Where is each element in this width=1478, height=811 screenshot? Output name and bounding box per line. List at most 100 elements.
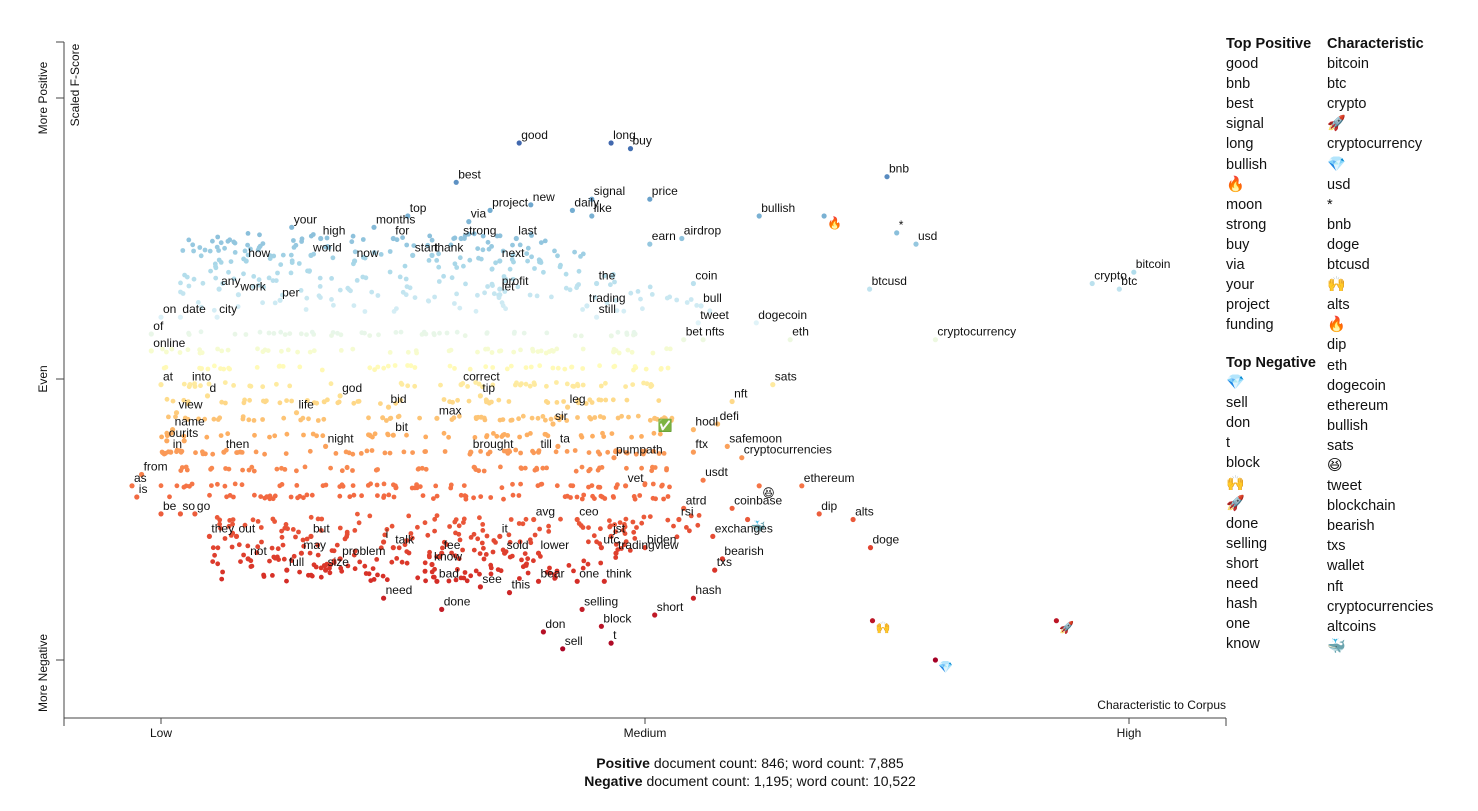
characteristic-item[interactable]: sats (1327, 437, 1354, 454)
term-label[interactable]: trading (589, 291, 626, 305)
term-label[interactable]: long (613, 128, 636, 142)
term-label[interactable]: how (248, 246, 270, 260)
term-label[interactable]: they (211, 521, 234, 535)
term-label[interactable]: last (518, 224, 537, 238)
term-label[interactable]: usd (918, 229, 937, 243)
top-negative-item[interactable]: know (1226, 636, 1260, 653)
term-label[interactable]: for (395, 224, 409, 238)
term-label[interactable]: problem (342, 544, 385, 558)
term-label[interactable]: exchanges (715, 521, 773, 535)
term-label[interactable]: btc (1121, 274, 1137, 288)
characteristic-item[interactable]: dogecoin (1327, 377, 1386, 394)
characteristic-item[interactable]: doge (1327, 236, 1360, 253)
term-label[interactable]: selling (584, 594, 618, 608)
top-positive-item[interactable]: via (1226, 257, 1245, 274)
term-label[interactable]: don (545, 617, 565, 631)
term-label[interactable]: per (282, 285, 299, 299)
top-negative-item[interactable]: selling (1226, 535, 1268, 552)
top-positive-item[interactable]: strong (1226, 216, 1267, 233)
term-label[interactable]: hash (695, 583, 721, 597)
term-label[interactable]: good (521, 128, 548, 142)
characteristic-item[interactable]: btc (1327, 76, 1347, 93)
term-label[interactable]: profit (502, 274, 529, 288)
term-label[interactable]: go (197, 499, 211, 513)
term-label[interactable]: size (328, 555, 350, 569)
term-label[interactable]: nfts (705, 325, 724, 339)
term-label[interactable]: not (250, 544, 267, 558)
term-label[interactable]: dogecoin (758, 308, 807, 322)
characteristic-item[interactable]: usd (1327, 176, 1351, 193)
term-label[interactable]: need (386, 583, 413, 597)
term-label[interactable]: its (186, 426, 198, 440)
top-positive-item[interactable]: project (1226, 297, 1270, 314)
term-label[interactable]: start (415, 240, 439, 254)
term-label[interactable]: d (210, 381, 217, 395)
term-label[interactable]: txs (717, 555, 732, 569)
top-positive-item[interactable]: 🔥 (1226, 175, 1245, 193)
term-label[interactable]: ceo (579, 505, 599, 519)
term-label[interactable]: ethereum (804, 471, 855, 485)
term-label[interactable]: tweet (700, 308, 729, 322)
term-label[interactable]: crypto (1094, 269, 1127, 283)
characteristic-item[interactable]: 😆 (1327, 456, 1343, 474)
term-label[interactable]: night (328, 431, 355, 445)
emoji-term-label[interactable]: 🙌 (876, 621, 891, 635)
term-label[interactable]: hodl (695, 415, 718, 429)
term-label[interactable]: avg (536, 505, 555, 519)
term-label[interactable]: biden (647, 533, 676, 547)
term-label[interactable]: ftx (695, 437, 708, 451)
term-label[interactable]: world (312, 240, 342, 254)
top-negative-item[interactable]: need (1226, 576, 1259, 593)
term-label[interactable]: still (599, 302, 616, 316)
emoji-term-label[interactable]: 🔥 (827, 216, 842, 230)
top-positive-item[interactable]: bnb (1226, 76, 1251, 93)
emoji-term-label[interactable]: 💎 (938, 660, 953, 674)
top-positive-item[interactable]: signal (1226, 116, 1264, 133)
characteristic-item[interactable]: alts (1327, 297, 1350, 314)
characteristic-item[interactable]: 🐳 (1327, 637, 1346, 655)
term-label[interactable]: * (899, 218, 904, 232)
term-label[interactable]: airdrop (684, 224, 722, 238)
term-label[interactable]: i (386, 527, 389, 541)
characteristic-item[interactable]: btcusd (1327, 257, 1370, 274)
top-negative-item[interactable]: one (1226, 616, 1251, 633)
term-label[interactable]: rsi (681, 505, 694, 519)
term-label[interactable]: like (594, 201, 612, 215)
emoji-term-label[interactable]: ✅ (658, 418, 673, 432)
term-label[interactable]: from (144, 460, 168, 474)
term-label[interactable]: let (502, 280, 515, 294)
term-label[interactable]: but (313, 521, 330, 535)
term-label[interactable]: out (239, 521, 256, 535)
term-label[interactable]: god (342, 381, 362, 395)
term-label[interactable]: earn (652, 229, 676, 243)
term-label[interactable]: bnb (889, 162, 909, 176)
characteristic-item[interactable]: tweet (1327, 478, 1362, 495)
characteristic-item[interactable]: bearish (1327, 518, 1375, 535)
term-label[interactable]: bull (703, 291, 722, 305)
characteristic-item[interactable]: bitcoin (1327, 56, 1369, 73)
emoji-term-label[interactable]: 😆 (762, 486, 775, 500)
top-negative-item[interactable]: hash (1226, 596, 1258, 613)
term-label[interactable]: our (169, 426, 186, 440)
term-label[interactable]: dip (821, 499, 837, 513)
term-label[interactable]: short (657, 600, 684, 614)
top-positive-item[interactable]: best (1226, 96, 1254, 113)
term-label[interactable]: project (492, 195, 529, 209)
term-label[interactable]: sold (507, 538, 529, 552)
term-label[interactable]: lower (541, 538, 570, 552)
term-label[interactable]: ta (560, 431, 570, 445)
term-label[interactable]: one (579, 566, 599, 580)
term-label[interactable]: usdt (705, 465, 728, 479)
term-label[interactable]: bit (395, 420, 408, 434)
top-positive-item[interactable]: bullish (1226, 156, 1268, 173)
term-label[interactable]: on (163, 302, 176, 316)
term-label[interactable]: bearish (724, 544, 763, 558)
term-label[interactable]: work (239, 280, 266, 294)
term-label[interactable]: daily (574, 195, 599, 209)
term-label[interactable]: tradingview (618, 538, 679, 552)
term-label[interactable]: best (458, 167, 481, 181)
term-label[interactable]: btcusd (872, 274, 907, 288)
term-label[interactable]: city (219, 302, 237, 316)
top-positive-item[interactable]: funding (1226, 317, 1274, 334)
characteristic-item[interactable]: 🙌 (1327, 276, 1346, 294)
